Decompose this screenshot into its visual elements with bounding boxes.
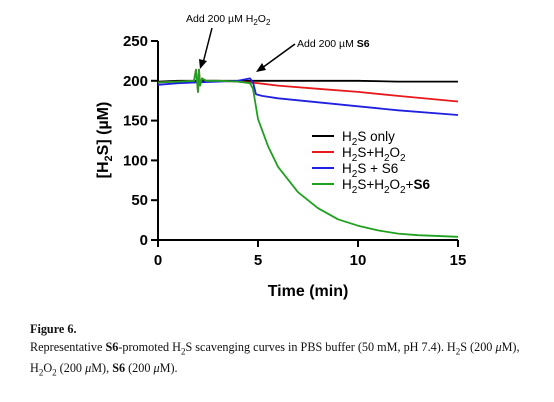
x-tick-label: 10 (350, 252, 367, 269)
figure-label: Figure 6. (30, 322, 77, 336)
y-tick-label: 150 (123, 113, 148, 130)
legend-label: H2S+H2O2 (342, 145, 406, 164)
x-tick-label: 15 (450, 252, 467, 269)
x-tick-label: 5 (254, 252, 262, 269)
series-line-2 (157, 68, 459, 103)
x-tick-label: 0 (154, 252, 162, 269)
annotation-s6-arrow (261, 43, 296, 69)
y-tick-label: 50 (131, 192, 148, 209)
y-tick-label: 200 (123, 73, 148, 90)
annotation-h2o2-arrow (202, 27, 213, 64)
chart-figure: 0 50 100 150 200 250 0 5 10 15 [H2S] (µM) Time (… (95, 13, 467, 300)
y-tick-label: 250 (123, 33, 148, 50)
series-lines (157, 68, 459, 238)
figure-caption: Figure 6. Representative S6-promoted H2S… (30, 321, 530, 382)
annotation-h2o2-arrowhead (199, 59, 207, 69)
caption-text: Representative S6-promoted H2S scavengin… (30, 340, 520, 378)
y-tick-label: 0 (140, 232, 148, 249)
annotation-s6: Add 200 µM S6 (297, 38, 370, 50)
y-ticks: 0 50 100 150 200 250 (123, 33, 158, 249)
axes (157, 41, 458, 241)
y-tick-label: 100 (123, 152, 148, 169)
annotation-s6-arrowhead (256, 63, 266, 72)
y-axis-title: [H2S] (µM) (95, 102, 115, 179)
legend-label: H2S only (342, 129, 395, 148)
legend-label: H2S+H2O2+S6 (342, 177, 430, 196)
legend-label: H2S + S6 (342, 161, 398, 180)
annotation-h2o2: Add 200 µM H2O2 (186, 13, 271, 27)
series-line-4 (157, 68, 459, 238)
x-ticks: 0 5 10 15 (154, 240, 467, 269)
x-axis-title: Time (min) (268, 283, 349, 300)
